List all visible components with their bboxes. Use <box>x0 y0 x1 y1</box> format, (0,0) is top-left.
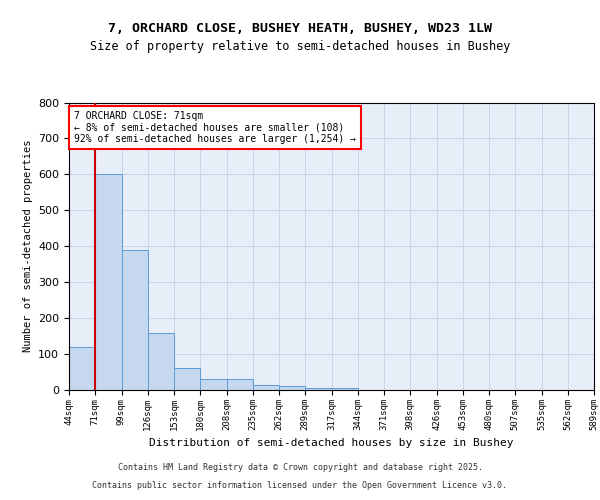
Text: 7 ORCHARD CLOSE: 71sqm
← 8% of semi-detached houses are smaller (108)
92% of sem: 7 ORCHARD CLOSE: 71sqm ← 8% of semi-deta… <box>74 111 356 144</box>
Text: Contains HM Land Registry data © Crown copyright and database right 2025.: Contains HM Land Registry data © Crown c… <box>118 464 482 472</box>
Bar <box>253 384 279 390</box>
X-axis label: Distribution of semi-detached houses by size in Bushey: Distribution of semi-detached houses by … <box>149 438 514 448</box>
Y-axis label: Number of semi-detached properties: Number of semi-detached properties <box>23 140 32 352</box>
Bar <box>227 379 253 390</box>
Bar <box>121 250 148 390</box>
Bar <box>305 388 331 390</box>
Bar <box>69 347 95 390</box>
Text: Contains public sector information licensed under the Open Government Licence v3: Contains public sector information licen… <box>92 481 508 490</box>
Bar <box>95 174 121 390</box>
Bar <box>279 386 305 390</box>
Text: 7, ORCHARD CLOSE, BUSHEY HEATH, BUSHEY, WD23 1LW: 7, ORCHARD CLOSE, BUSHEY HEATH, BUSHEY, … <box>108 22 492 36</box>
Bar <box>331 388 358 390</box>
Bar <box>200 379 227 390</box>
Bar <box>174 368 200 390</box>
Text: Size of property relative to semi-detached houses in Bushey: Size of property relative to semi-detach… <box>90 40 510 53</box>
Bar <box>148 332 174 390</box>
